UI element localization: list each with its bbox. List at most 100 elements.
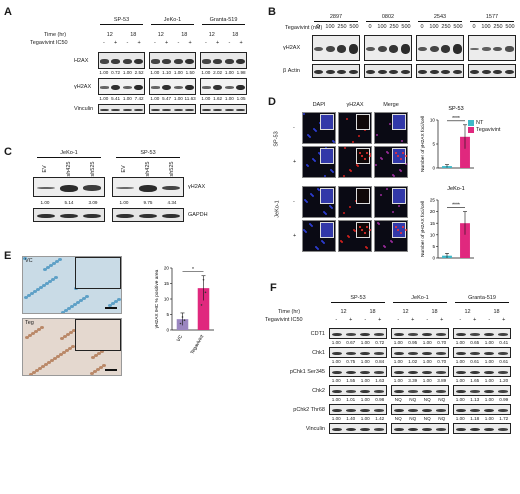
blot-band	[133, 84, 143, 91]
blot-band	[151, 86, 160, 89]
scale-bar	[105, 307, 117, 309]
cell-nucleus	[48, 280, 52, 283]
micro-dot	[309, 136, 311, 138]
time-value: 12	[157, 32, 164, 38]
blot-band	[421, 370, 433, 375]
foci-dot	[404, 155, 407, 157]
dose-value: 100	[429, 24, 439, 30]
quant-value: 1.55	[346, 378, 356, 383]
blot-gh2ax	[468, 35, 516, 61]
header-underline	[331, 302, 385, 303]
blot-row	[453, 385, 511, 396]
cell-nucleus	[30, 292, 34, 295]
blot-gapdh	[112, 208, 184, 222]
header-underline	[455, 302, 509, 303]
cell-nucleus	[46, 266, 50, 269]
micro-dot	[366, 247, 368, 249]
quant-row: 1.00 1.02 1.00 0.70	[391, 359, 449, 364]
blot-band	[421, 408, 433, 413]
micro-dot	[375, 164, 377, 166]
blot-row	[329, 423, 387, 434]
micro-dot	[312, 158, 314, 160]
treatment-sign: +	[378, 317, 382, 323]
micro-dot	[398, 205, 400, 207]
time-value: 18	[130, 32, 137, 38]
ihc-chart: 0 5 10 15 20 VC Tegavivint * γH2AX IHC % positiv…	[154, 266, 214, 355]
cell-nucleus	[91, 356, 95, 359]
quant-value: 0.67	[346, 340, 356, 345]
dose-value: 500	[401, 24, 411, 30]
micro-dot	[306, 164, 308, 166]
cell-nucleus	[102, 364, 106, 367]
blot-actin	[416, 64, 464, 78]
quant-row: 1.00 0.67 1.00 0.72	[329, 340, 387, 345]
chart-title: SP-53	[448, 106, 463, 112]
panel-label-b: B	[268, 6, 276, 18]
ihc-inset	[75, 257, 121, 289]
blot-band	[373, 390, 385, 393]
micro-dot	[405, 163, 407, 165]
cell-nucleus	[40, 326, 44, 329]
blot-band	[345, 390, 357, 393]
micro-dot	[303, 229, 305, 231]
micro-dot	[330, 206, 332, 208]
micro-line-label: JeKo-1	[274, 200, 281, 218]
treatment-sign: -	[459, 317, 462, 323]
blot-band	[455, 408, 467, 413]
blot-band	[441, 44, 451, 54]
micro-dot	[316, 247, 318, 249]
blot-band	[83, 213, 102, 219]
blot-band	[421, 389, 433, 394]
micro-dot	[324, 175, 326, 177]
micro-dot	[399, 169, 401, 171]
micro-dot	[358, 135, 360, 137]
blot-band	[483, 427, 495, 432]
significance-label: ****	[452, 203, 460, 209]
cell-nucleus	[82, 297, 86, 300]
quant-value: 1.00	[360, 378, 370, 383]
blot-band	[122, 59, 132, 64]
dose-value: 0	[316, 24, 320, 30]
micro-dot	[343, 212, 345, 214]
quant-value: 1.00	[484, 416, 494, 421]
blot-band	[483, 351, 495, 356]
blot-band	[504, 46, 514, 52]
micro-dot	[377, 222, 379, 224]
micro-dot	[331, 170, 333, 172]
micro-sign: -	[293, 199, 295, 205]
quant-row: NQ NQ NQ NQ	[391, 416, 449, 421]
treatment-sign: +	[473, 317, 477, 323]
blot-band	[483, 408, 495, 413]
cell-nucleus	[66, 333, 70, 336]
quant-value: NQ	[438, 397, 446, 402]
blot-gh2ax	[416, 35, 464, 61]
micro-dot	[312, 195, 314, 197]
blot-band	[115, 186, 134, 190]
quant-row: 1.00 5.41 1.00 7.42	[98, 96, 145, 101]
quant-value: 0.72	[375, 340, 385, 345]
blot-vinculin	[98, 104, 145, 114]
blot-row	[329, 347, 387, 358]
blot-row	[329, 385, 387, 396]
lane-label: EV	[42, 165, 48, 173]
blot-vinculin	[149, 104, 196, 114]
quant-value: 1.00	[360, 359, 370, 364]
micro-dot	[386, 151, 388, 153]
y-axis-label: Number of γH2AX foci/cell	[420, 201, 426, 257]
micro-dot	[349, 206, 351, 208]
micro-dot	[304, 230, 306, 232]
micro-dot	[376, 134, 378, 136]
micro-dot	[392, 174, 394, 176]
micro-dot	[325, 213, 327, 215]
quant-value: 1.05	[236, 96, 246, 101]
micro-inset	[355, 222, 371, 238]
quant-value: 0.61	[499, 359, 509, 364]
blot-band	[497, 371, 509, 374]
blot-band	[469, 408, 481, 413]
quant-value: 1.98	[236, 70, 246, 75]
quant-value: NQ	[394, 416, 402, 421]
treatment-sign: +	[502, 317, 506, 323]
quant-row: 1.00 1.40 1.00 1.42	[329, 416, 387, 421]
bar	[460, 223, 470, 258]
cell-line-header: SP-53	[140, 150, 156, 156]
